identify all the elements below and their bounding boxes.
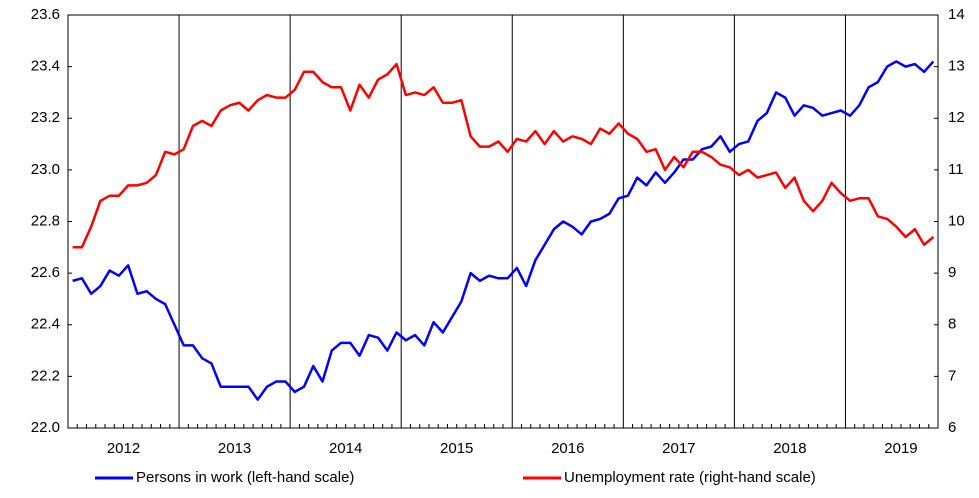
y2-tick-label: 7 bbox=[948, 367, 956, 384]
x-tick-label: 2012 bbox=[107, 440, 140, 457]
y2-tick-label: 13 bbox=[948, 58, 965, 75]
x-tick-label: 2018 bbox=[773, 440, 806, 457]
y-tick-label: 23.2 bbox=[31, 109, 60, 126]
x-tick-label: 2019 bbox=[884, 440, 917, 457]
y2-tick-label: 14 bbox=[948, 6, 965, 23]
y-tick-label: 23.6 bbox=[31, 6, 60, 23]
y2-tick-label: 8 bbox=[948, 316, 956, 333]
legend-label: Unemployment rate (right-hand scale) bbox=[564, 469, 816, 486]
y-tick-label: 22.6 bbox=[31, 264, 60, 281]
y2-tick-label: 10 bbox=[948, 212, 965, 229]
y2-tick-label: 9 bbox=[948, 264, 956, 281]
x-tick-label: 2014 bbox=[329, 440, 362, 457]
x-tick-label: 2016 bbox=[551, 440, 584, 457]
y-tick-label: 22.8 bbox=[31, 212, 60, 229]
y-tick-label: 23.0 bbox=[31, 161, 60, 178]
y-tick-label: 22.2 bbox=[31, 367, 60, 384]
plot-frame bbox=[67, 14, 939, 429]
y-tick-label: 23.4 bbox=[31, 58, 60, 75]
x-tick-label: 2015 bbox=[440, 440, 473, 457]
x-tick-label: 2017 bbox=[662, 440, 695, 457]
series-line bbox=[72, 60, 935, 401]
y-tick-label: 22.4 bbox=[31, 316, 60, 333]
y2-tick-label: 11 bbox=[948, 161, 964, 178]
x-tick-label: 2013 bbox=[218, 440, 251, 457]
y-tick-label: 22.0 bbox=[31, 419, 60, 436]
series-line bbox=[72, 62, 935, 249]
legend-label: Persons in work (left-hand scale) bbox=[136, 469, 354, 486]
y2-tick-label: 12 bbox=[948, 109, 965, 126]
y2-tick-label: 6 bbox=[948, 419, 956, 436]
